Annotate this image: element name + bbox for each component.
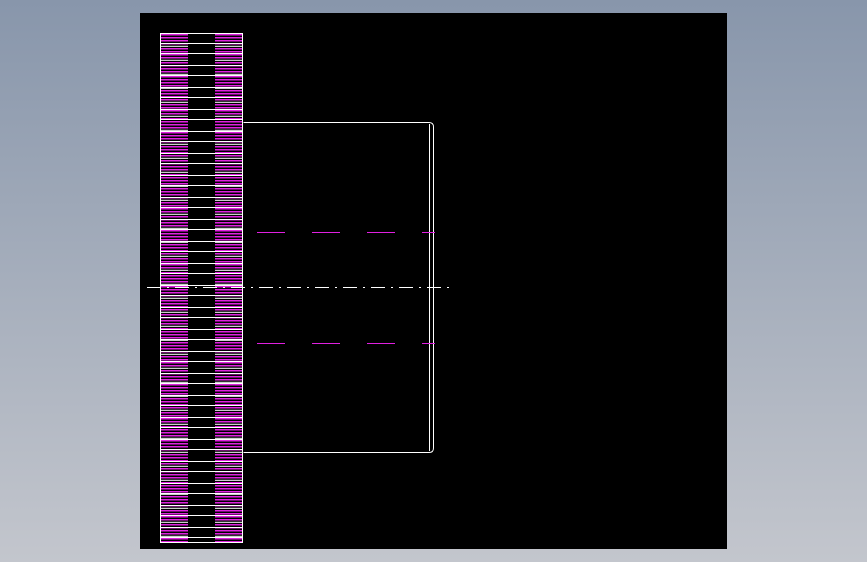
gear-teeth bbox=[160, 33, 243, 543]
